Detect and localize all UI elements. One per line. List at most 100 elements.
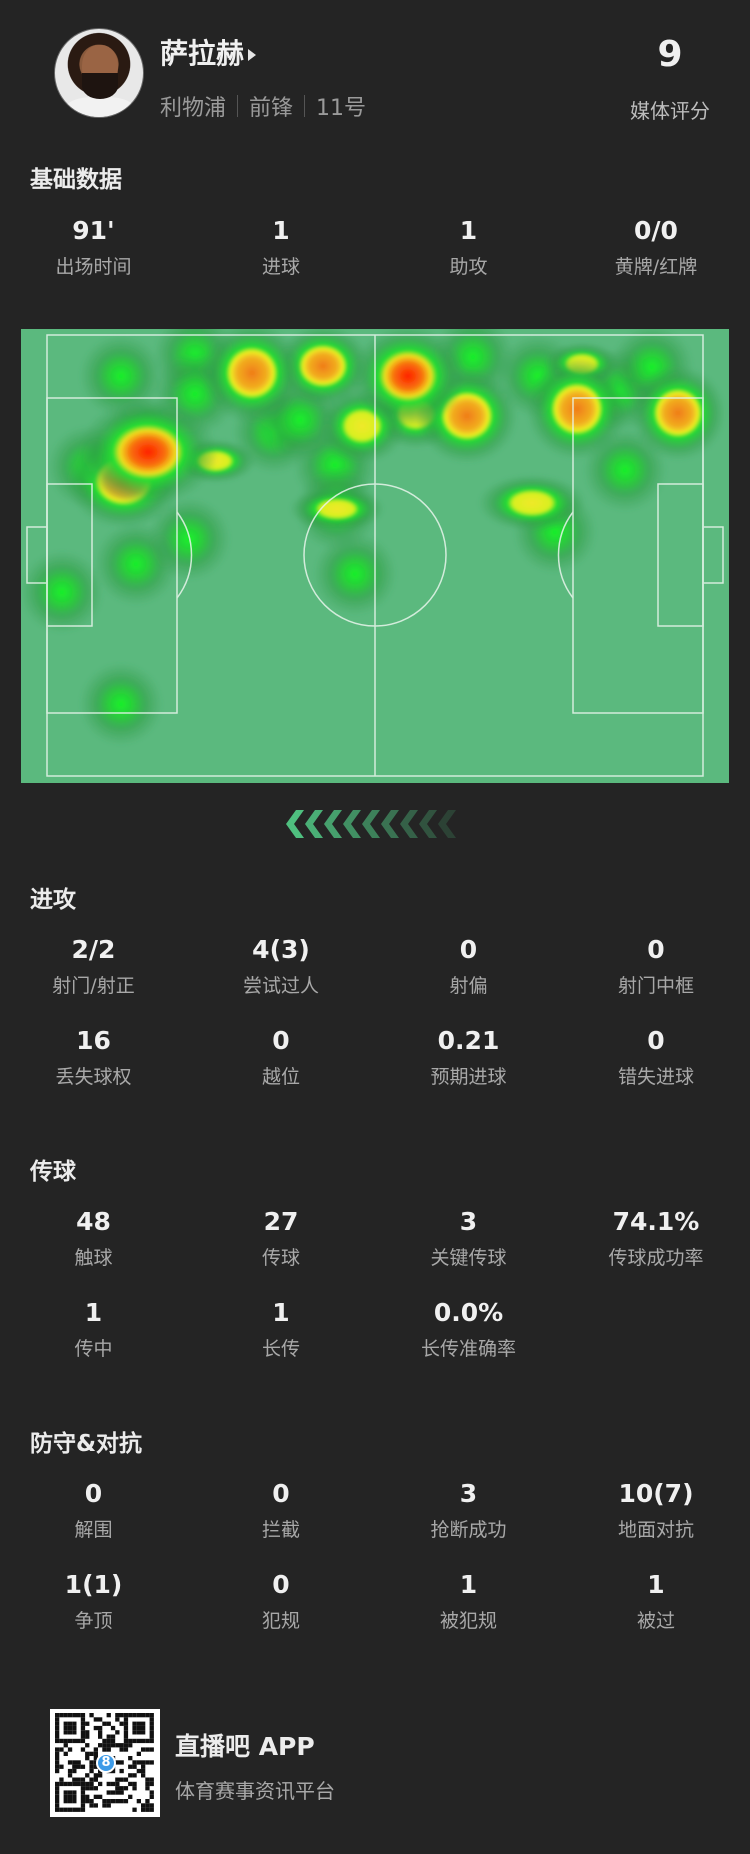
heat-spot [525, 357, 629, 461]
rating-value: 9 [657, 34, 683, 75]
chevron-left-icon [286, 810, 304, 838]
divider [237, 95, 239, 117]
heat-spot [79, 334, 163, 418]
stat-value: 0 [459, 935, 478, 964]
heat-spot [313, 532, 397, 616]
chevron-left-icon [324, 810, 342, 838]
stat-label: 被过 [636, 1610, 675, 1632]
divider [304, 95, 306, 117]
stat-attack: 0 射门中框 [563, 935, 750, 998]
stat-value: 3 [459, 1207, 478, 1236]
player-avatar[interactable] [54, 28, 144, 118]
stat-label: 被犯规 [439, 1610, 497, 1632]
qr-code[interactable] [50, 1709, 160, 1817]
app-logo-badge: 8 [96, 1753, 116, 1773]
chevron-left-icon [381, 810, 399, 838]
app-slogan: 体育赛事资讯平台 [175, 1779, 335, 1803]
stat-defense: 1 被犯规 [375, 1570, 562, 1633]
chevron-left-icon [305, 810, 323, 838]
stat-value: 1 [459, 216, 478, 245]
player-name-link[interactable]: 萨拉赫 [160, 32, 257, 72]
stat-label: 抢断成功 [430, 1519, 507, 1541]
stat-label: 错失进球 [617, 1066, 694, 1088]
chevron-left-icon [438, 810, 456, 838]
stat-attack: 0 错失进球 [563, 1026, 750, 1089]
stat-value: 3 [459, 1479, 478, 1508]
stat-value: 0 [647, 935, 665, 964]
stat-attack: 2/2 射门/射正 [0, 935, 187, 998]
stat-defense: 1 被过 [563, 1570, 750, 1633]
stat-label: 出场时间 [55, 256, 132, 278]
stat-basic: 0/0 黄牌/红牌 [563, 216, 750, 279]
stat-label: 尝试过人 [242, 975, 319, 997]
stat-label: 拦截 [261, 1519, 300, 1541]
stat-label: 越位 [261, 1066, 300, 1088]
stat-value: 74.1% [612, 1207, 700, 1236]
shirt-number: 11号 [316, 96, 367, 121]
stat-label: 犯规 [261, 1610, 300, 1632]
chevron-left-icon [419, 810, 437, 838]
pitch-lines [26, 334, 724, 777]
stat-value: 0 [84, 1479, 103, 1508]
heat-spot [289, 486, 385, 532]
section-defense-title: 防守&对抗 [30, 1431, 143, 1457]
stat-defense: 10(7) 地面对抗 [563, 1479, 750, 1542]
stat-value: 0 [647, 1026, 665, 1055]
player-info: 利物浦 前锋 11号 [160, 90, 366, 122]
stat-label: 传球成功率 [608, 1247, 704, 1269]
play-arrow-icon [248, 49, 257, 61]
stat-basic: 1 进球 [188, 216, 375, 279]
stat-defense: 1(1) 争顶 [0, 1570, 187, 1633]
stat-label: 传中 [74, 1338, 113, 1360]
stat-defense: 0 解围 [0, 1479, 187, 1542]
stat-label: 丢失球权 [55, 1066, 132, 1088]
stat-label: 解围 [74, 1519, 113, 1541]
stat-value: 91' [72, 216, 115, 245]
stat-value: 1(1) [64, 1570, 123, 1599]
stat-label: 射偏 [449, 975, 488, 997]
player-name: 萨拉赫 [160, 37, 245, 70]
stat-value: 1 [459, 1570, 478, 1599]
stat-label: 射门中框 [617, 975, 694, 997]
stat-passing: 27 传球 [188, 1207, 375, 1270]
stat-attack: 4(3) 尝试过人 [188, 935, 375, 998]
stat-value: 1 [647, 1570, 665, 1599]
stat-value: 2/2 [71, 935, 116, 964]
stat-defense: 0 拦截 [188, 1479, 375, 1542]
stat-passing: 48 触球 [0, 1207, 187, 1270]
stat-defense: 3 抢断成功 [375, 1479, 562, 1542]
attack-direction-arrows [286, 810, 456, 838]
stat-value: 27 [263, 1207, 299, 1236]
stat-label: 关键传球 [430, 1247, 507, 1269]
stat-value: 1 [272, 1298, 290, 1327]
stat-basic: 91' 出场时间 [0, 216, 187, 279]
stat-value: 0 [272, 1026, 290, 1055]
stat-attack: 0 射偏 [375, 935, 562, 998]
section-passing-title: 传球 [30, 1159, 76, 1185]
heat-spot [200, 321, 304, 425]
stat-passing: 3 关键传球 [375, 1207, 562, 1270]
stat-label: 黄牌/红牌 [614, 256, 698, 278]
stat-label: 助攻 [449, 256, 488, 278]
heat-spot [20, 550, 104, 634]
stat-value: 0/0 [634, 216, 678, 245]
app-name: 直播吧 APP [175, 1732, 315, 1761]
heat-spot [77, 397, 219, 507]
stat-value: 10(7) [618, 1479, 694, 1508]
stat-value: 4(3) [252, 935, 310, 964]
stat-basic: 1 助攻 [375, 216, 562, 279]
stat-value: 0.21 [437, 1026, 500, 1055]
position: 前锋 [249, 96, 294, 121]
stat-attack: 16 丢失球权 [0, 1026, 187, 1089]
stat-label: 预期进球 [430, 1066, 507, 1088]
heat-spot [79, 662, 163, 746]
heat-spot [350, 324, 466, 428]
heatmap [20, 313, 726, 777]
chevron-left-icon [343, 810, 361, 838]
heat-spot [94, 522, 178, 606]
team: 利物浦 [160, 96, 227, 121]
stat-value: 1 [272, 216, 290, 245]
stat-label: 进球 [261, 256, 300, 278]
stat-label: 触球 [74, 1247, 113, 1269]
stat-value: 0.0% [433, 1298, 504, 1327]
